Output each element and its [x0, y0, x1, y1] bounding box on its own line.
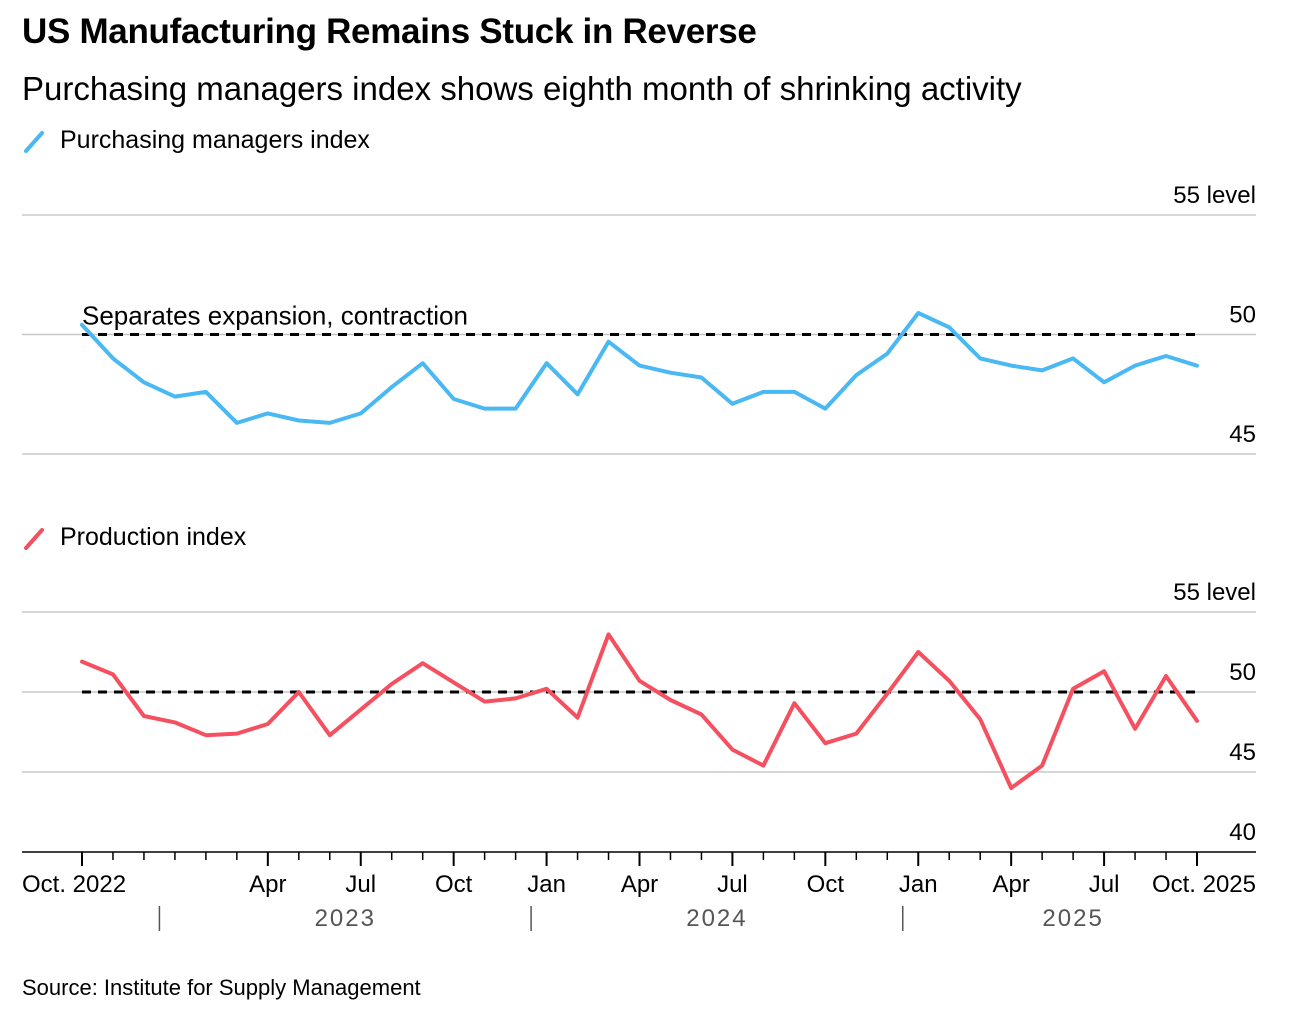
production-series-line	[80, 632, 1199, 790]
x-month-label: Jul	[1089, 871, 1120, 898]
legend-pmi: Purchasing managers index	[22, 126, 370, 155]
x-month-label: Jan	[899, 871, 938, 898]
production-ytick-label-40: 40	[1229, 819, 1256, 846]
production-ytick-label-45: 45	[1229, 739, 1256, 766]
pmi-ytick-label-45: 45	[1229, 421, 1256, 448]
x-month-label: Oct. 2022	[22, 871, 126, 898]
pmi-ytick-label-55: 55 level	[1173, 182, 1256, 209]
legend-production-label: Production index	[60, 523, 247, 551]
x-month-label: Oct	[435, 871, 473, 898]
x-month-label: Apr	[621, 871, 658, 898]
pmi-series-line	[80, 311, 1199, 425]
chart-subtitle: Purchasing managers index shows eighth m…	[22, 70, 1022, 107]
x-month-label: Apr	[249, 871, 286, 898]
x-month-label: Oct. 2025	[1152, 871, 1256, 898]
x-month-label: Apr	[992, 871, 1029, 898]
x-month-label: Oct	[807, 871, 845, 898]
x-year-label: 2023	[315, 905, 376, 932]
pmi-reference-label: Separates expansion, contraction	[82, 301, 468, 331]
chart-title: US Manufacturing Remains Stuck in Revers…	[22, 12, 757, 51]
source-note: Source: Institute for Supply Management	[22, 975, 421, 1000]
pmi-ytick-label-50: 50	[1229, 302, 1256, 329]
legend-production: Production index	[22, 523, 246, 552]
x-month-label: Jul	[345, 871, 376, 898]
legend-pmi-swatch-icon	[24, 130, 44, 153]
x-month-label: Jan	[527, 871, 566, 898]
x-year-label: 2024	[686, 905, 747, 932]
legend-production-swatch-icon	[24, 527, 44, 550]
x-year-label: 2025	[1042, 905, 1103, 932]
legend-pmi-label: Purchasing managers index	[60, 126, 370, 154]
x-month-label: Jul	[717, 871, 748, 898]
production-ytick-label-55: 55 level	[1173, 579, 1256, 606]
production-ytick-label-50: 50	[1229, 659, 1256, 686]
